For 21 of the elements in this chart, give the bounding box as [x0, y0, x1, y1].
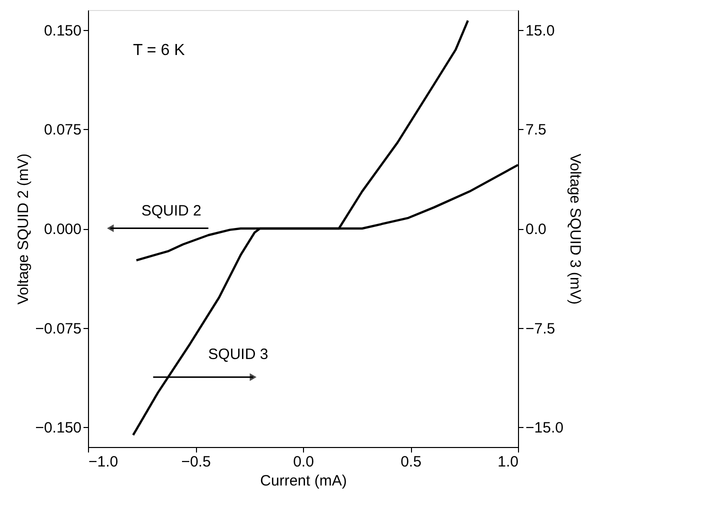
y-tick-label: 0.075 [44, 122, 82, 139]
annotation: T = 6 K [133, 42, 186, 59]
x-tick-label: 0.0 [293, 454, 314, 470]
y2-tick-label: −7.5 [526, 320, 556, 338]
y2-tick-label: 0.0 [526, 221, 546, 238]
x-tick-label: 0.5 [400, 454, 422, 470]
y2-tick-label: −15.0 [526, 420, 564, 437]
series-label: SQUID 3 [208, 346, 268, 364]
y-axis-title: Voltage SQUID 2 (mV) [15, 154, 32, 304]
y-tick-label: 0.150 [44, 22, 82, 40]
x-tick-label: −0.5 [181, 454, 211, 470]
series-label: SQUID 2 [141, 202, 202, 220]
y2-tick-label: 7.5 [526, 122, 546, 139]
y-tick-label: 0.000 [44, 221, 82, 238]
y2-tick-label: 15.0 [526, 22, 555, 40]
y-tick-label: −0.150 [35, 420, 82, 437]
y2-axis-title: Voltage SQUID 3 (mV) [566, 154, 584, 304]
y-tick-label: −0.075 [35, 320, 82, 338]
x-tick-label: −1.0 [88, 454, 118, 470]
x-tick-label: 1.0 [498, 454, 518, 470]
x-axis-title: Current (mA) [260, 472, 347, 490]
